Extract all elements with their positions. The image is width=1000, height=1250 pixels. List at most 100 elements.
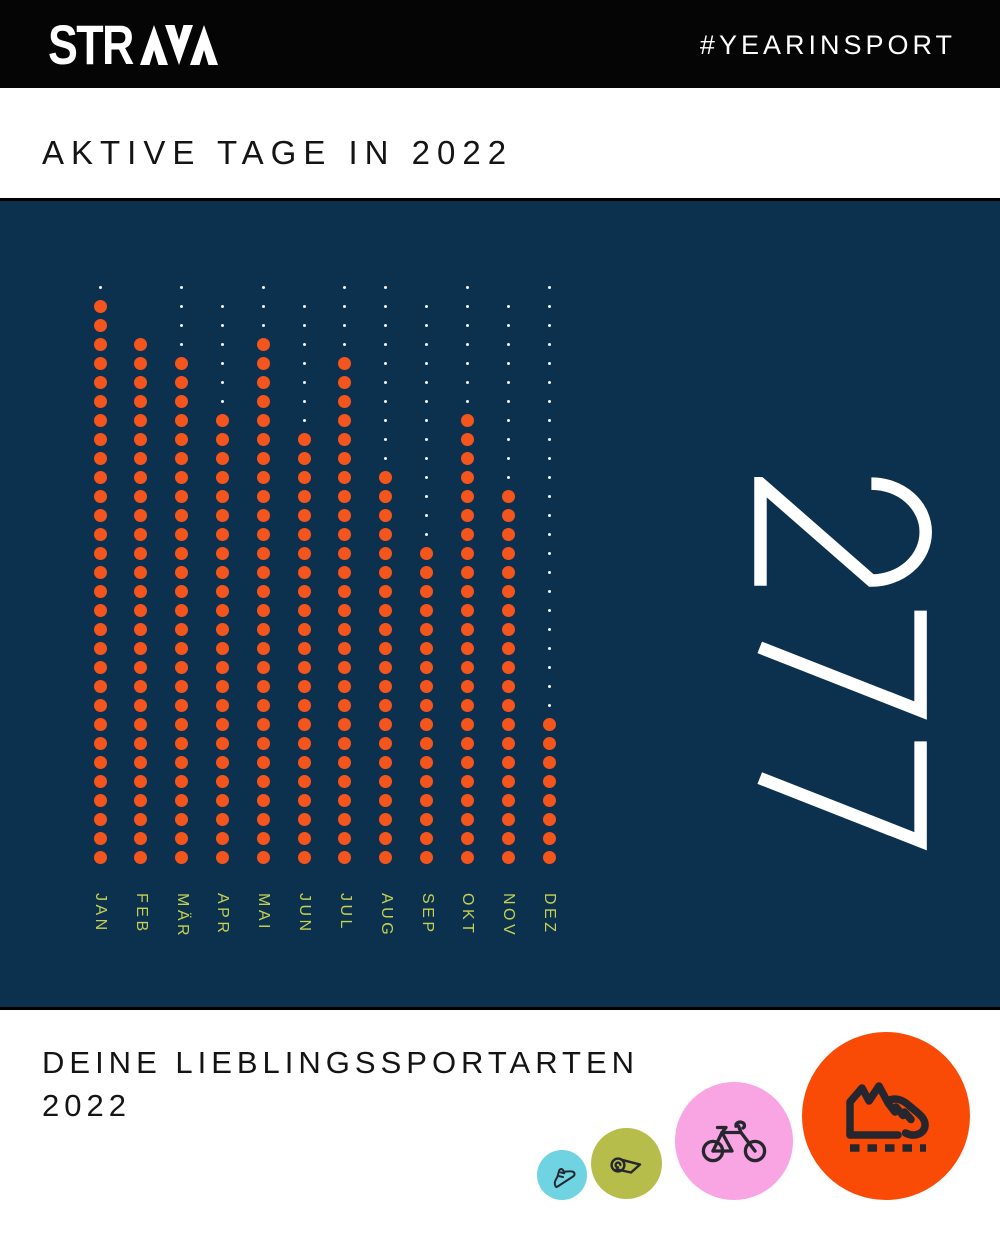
active-day-dot: [420, 851, 434, 865]
month-label-JAN: JAN: [92, 893, 109, 934]
active-day-dot: [93, 451, 107, 465]
active-day-dot: [93, 756, 107, 770]
active-day-dot: [338, 470, 352, 484]
active-day-dot: [297, 565, 311, 579]
active-day-dot: [420, 680, 434, 694]
active-day-dot: [93, 470, 107, 484]
active-day-dot: [501, 527, 515, 541]
active-day-dot: [379, 565, 393, 579]
active-day-dot: [338, 775, 352, 789]
active-day-dot: [134, 699, 148, 713]
active-day-dot: [460, 451, 474, 465]
inactive-day-dot: [425, 399, 429, 403]
inactive-day-dot: [547, 418, 551, 422]
active-day-dot: [297, 470, 311, 484]
active-day-dot: [134, 642, 148, 656]
active-day-dot: [93, 413, 107, 427]
inactive-day-dot: [506, 399, 510, 403]
active-day-dot: [338, 756, 352, 770]
active-day-dot: [338, 375, 352, 389]
active-day-dot: [420, 623, 434, 637]
active-day-dot: [256, 413, 270, 427]
active-day-dot: [297, 527, 311, 541]
active-day-dot: [134, 604, 148, 617]
active-day-dot: [93, 851, 107, 865]
active-day-dot: [420, 832, 434, 846]
active-day-dot: [338, 832, 352, 846]
active-day-dot: [338, 661, 352, 675]
inactive-day-dot: [302, 342, 306, 346]
month-column-NOV: [498, 287, 518, 879]
month-label-MÄR: MÄR: [173, 893, 191, 940]
active-day-dot: [93, 394, 107, 408]
active-day-dot: [256, 623, 270, 637]
active-day-dot: [256, 851, 270, 865]
inactive-day-dot: [547, 361, 551, 365]
active-day-dot: [134, 737, 148, 751]
active-day-dot: [256, 794, 270, 808]
active-day-dot: [297, 718, 311, 732]
active-day-dot: [338, 737, 352, 751]
active-day-dot: [175, 394, 189, 408]
active-day-dot: [215, 794, 229, 808]
active-day-dot: [379, 737, 393, 751]
inactive-day-dot: [547, 380, 551, 384]
active-day-dot: [175, 832, 189, 846]
inactive-day-dot: [465, 323, 469, 327]
month-label-AUG: AUG: [377, 893, 395, 939]
inactive-day-dot: [547, 609, 551, 612]
active-day-dot: [134, 794, 148, 808]
inactive-day-dot: [343, 342, 347, 346]
active-day-dot: [338, 851, 352, 865]
active-day-dot: [215, 527, 229, 541]
active-days-title: AKTIVE TAGE IN 2022: [42, 134, 514, 171]
active-day-dot: [175, 718, 189, 732]
active-day-dot: [134, 680, 148, 694]
active-day-dot: [297, 699, 311, 713]
active-day-dot: [460, 737, 474, 751]
active-day-dot: [256, 832, 270, 846]
active-day-dot: [460, 623, 474, 637]
active-day-dot: [93, 375, 107, 389]
active-day-dot: [215, 756, 229, 770]
active-day-dot: [215, 604, 229, 617]
active-day-dot: [256, 508, 270, 522]
inactive-day-dot: [547, 285, 551, 289]
active-day-dot: [134, 584, 148, 598]
inactive-day-dot: [384, 399, 388, 403]
inactive-day-dot: [547, 437, 551, 441]
month-label-APR: APR: [214, 893, 232, 937]
active-day-dot: [134, 470, 148, 484]
inactive-day-dot: [220, 361, 224, 365]
active-day-dot: [93, 299, 107, 313]
active-day-dot: [256, 356, 270, 370]
active-day-dot: [134, 756, 148, 770]
month-column-OKT: [457, 285, 477, 879]
month-column-SEP: [417, 287, 437, 879]
active-day-dot: [256, 470, 270, 484]
active-day-dot: [379, 680, 393, 694]
inactive-day-dot: [465, 304, 469, 308]
active-day-dot: [93, 813, 107, 827]
active-day-dot: [93, 661, 107, 675]
active-day-dot: [256, 642, 270, 656]
active-day-dot: [501, 699, 515, 713]
active-day-dot: [256, 546, 270, 560]
active-day-dot: [460, 584, 474, 598]
active-day-dot: [134, 813, 148, 827]
inactive-day-dot: [465, 285, 469, 289]
active-day-dot: [134, 623, 148, 637]
inactive-day-dot: [506, 380, 510, 384]
inactive-day-dot: [302, 418, 306, 422]
inactive-day-dot: [547, 704, 551, 708]
active-day-dot: [175, 756, 189, 770]
bicycle-icon: [701, 1120, 767, 1163]
active-day-dot: [420, 718, 434, 732]
active-day-dot: [542, 794, 556, 808]
inactive-day-dot: [384, 380, 388, 384]
active-day-dot: [215, 699, 229, 713]
active-day-dot: [93, 680, 107, 694]
active-day-dot: [215, 546, 229, 560]
active-day-dot: [501, 489, 515, 503]
